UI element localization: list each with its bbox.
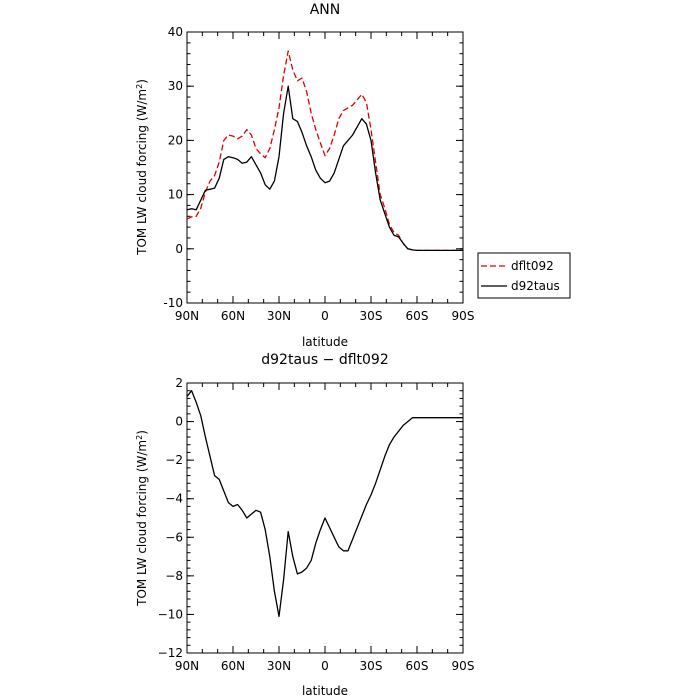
top-y-tick-label: -10 (163, 296, 183, 310)
chart-panel-bottom: d92taus − dflt092 90N 60N 30N 0 30S 60S 90S −12… (135, 352, 475, 698)
top-y-tick-label: 20 (168, 133, 183, 147)
bottom-y-tick-label: −6 (165, 530, 183, 544)
chart-panel-top: ANN 90N 60N 30N 0 30S 60S 90S -10 0 10 20 30 40 lati… (135, 2, 571, 349)
bottom-y-tick-label: −2 (165, 453, 183, 467)
bottom-x-tick-label: 60N (221, 659, 245, 673)
top-x-tick-label: 90N (175, 309, 199, 323)
top-series-line-d92taus (186, 85, 463, 252)
top-x-tick-label: 90S (452, 309, 475, 323)
bottom-y-tick-label: −10 (158, 607, 183, 621)
y-axis-label-top: TOM LW cloud forcing (W/m2) (135, 79, 150, 256)
bottom-x-tick-label: 0 (321, 659, 329, 673)
x-axis-label-bottom: latitude (302, 684, 348, 698)
top-x-tick-label: 30S (360, 309, 383, 323)
bottom-y-tick-label: 0 (175, 415, 183, 429)
legend-box (477, 252, 571, 299)
top-series-line-dflt092 (186, 50, 463, 252)
x-axis-label-top: latitude (302, 335, 348, 349)
bottom-x-tick-label: 30N (267, 659, 291, 673)
top-y-tick-label: 0 (175, 242, 183, 256)
top-plot-frame (186, 31, 464, 304)
bottom-y-tick-label: −12 (158, 646, 183, 660)
legend-label-d92taus: d92taus (511, 279, 560, 293)
legend-label-dflt092: dflt092 (511, 259, 554, 273)
top-y-tick-label: 30 (168, 79, 183, 93)
bottom-x-tick-label: 90S (452, 659, 475, 673)
top-y-tick-label: 10 (168, 188, 183, 202)
top-x-tick-label: 60N (221, 309, 245, 323)
y-axis-label-bottom: TOM LW cloud forcing (W/m2) (135, 430, 150, 607)
top-y-tick-label: 40 (168, 25, 183, 39)
bottom-y-tick-label: −8 (165, 569, 183, 583)
bottom-x-tick-label: 90N (175, 659, 199, 673)
legend: dflt092 d92taus (477, 252, 571, 299)
top-x-tick-label: 30N (267, 309, 291, 323)
bottom-y-tick-label: −4 (165, 492, 183, 506)
plot-area-top: 90N 60N 30N 0 30S 60S 90S -10 0 10 20 30 40 (163, 25, 474, 323)
bottom-series-line-s0 (186, 390, 463, 618)
plot-area-bottom: 90N 60N 30N 0 30S 60S 90S −12 −10 −8 −6 −4 −2 0 2 (158, 376, 475, 673)
bottom-x-tick-label: 30S (360, 659, 383, 673)
bottom-y-tick-label: 2 (175, 376, 183, 390)
chart-title-bottom: d92taus − dflt092 (261, 352, 388, 368)
top-x-tick-label: 60S (406, 309, 429, 323)
top-x-tick-label: 0 (321, 309, 329, 323)
bottom-x-tick-label: 60S (406, 659, 429, 673)
chart-title-top: ANN (310, 2, 341, 18)
